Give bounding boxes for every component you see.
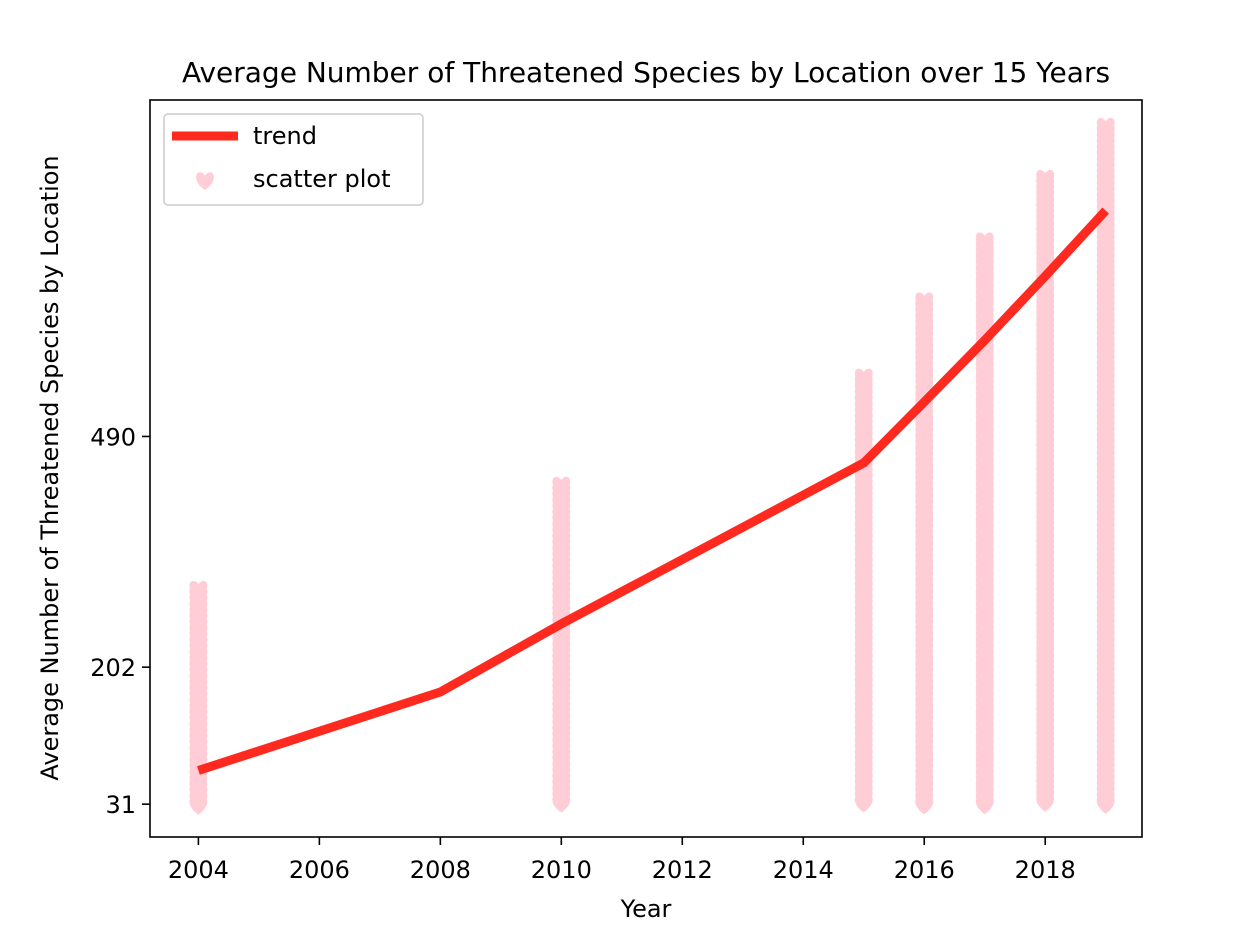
x-tick-label: 2006 (289, 856, 350, 884)
scatter-point (552, 794, 571, 813)
chart-title: Average Number of Threatened Species by … (182, 56, 1110, 89)
x-axis-label: Year (620, 895, 672, 923)
x-tick-label: 2014 (773, 856, 834, 884)
scatter-point (975, 796, 994, 815)
y-tick-label: 202 (90, 654, 136, 682)
y-axis-ticks: 31 202 490 (90, 423, 150, 819)
x-axis-ticks: 2004 2006 2008 2010 2012 2014 2016 2018 (168, 837, 1076, 884)
x-tick-label: 2004 (168, 856, 229, 884)
legend-label-scatter: scatter plot (253, 165, 390, 193)
x-tick-label: 2008 (410, 856, 471, 884)
scatter-column (975, 232, 994, 815)
scatter-column (915, 292, 934, 815)
legend: trend scatter plot (163, 113, 424, 206)
scatter-column (552, 476, 571, 813)
scatter-column (1036, 169, 1055, 812)
y-tick-label: 31 (105, 791, 136, 819)
scatter-column (189, 580, 208, 815)
scatter-point (189, 796, 208, 815)
x-tick-label: 2016 (894, 856, 955, 884)
scatter-point (1036, 793, 1055, 812)
y-axis-label: Average Number of Threatened Species by … (36, 155, 64, 780)
plot-frame (149, 99, 1143, 838)
legend-label-trend: trend (253, 122, 317, 150)
x-tick-label: 2012 (652, 856, 713, 884)
heart-icon (196, 172, 214, 190)
y-tick-label: 490 (90, 423, 136, 451)
scatter-column (1096, 117, 1115, 814)
scatter-point (854, 794, 873, 813)
scatter-point (1096, 795, 1115, 814)
trend-line (197, 207, 1110, 775)
scatter-point (915, 796, 934, 815)
x-tick-label: 2010 (531, 856, 592, 884)
trend-layer (197, 207, 1110, 775)
x-tick-label: 2018 (1015, 856, 1076, 884)
scatter-column (854, 368, 873, 813)
